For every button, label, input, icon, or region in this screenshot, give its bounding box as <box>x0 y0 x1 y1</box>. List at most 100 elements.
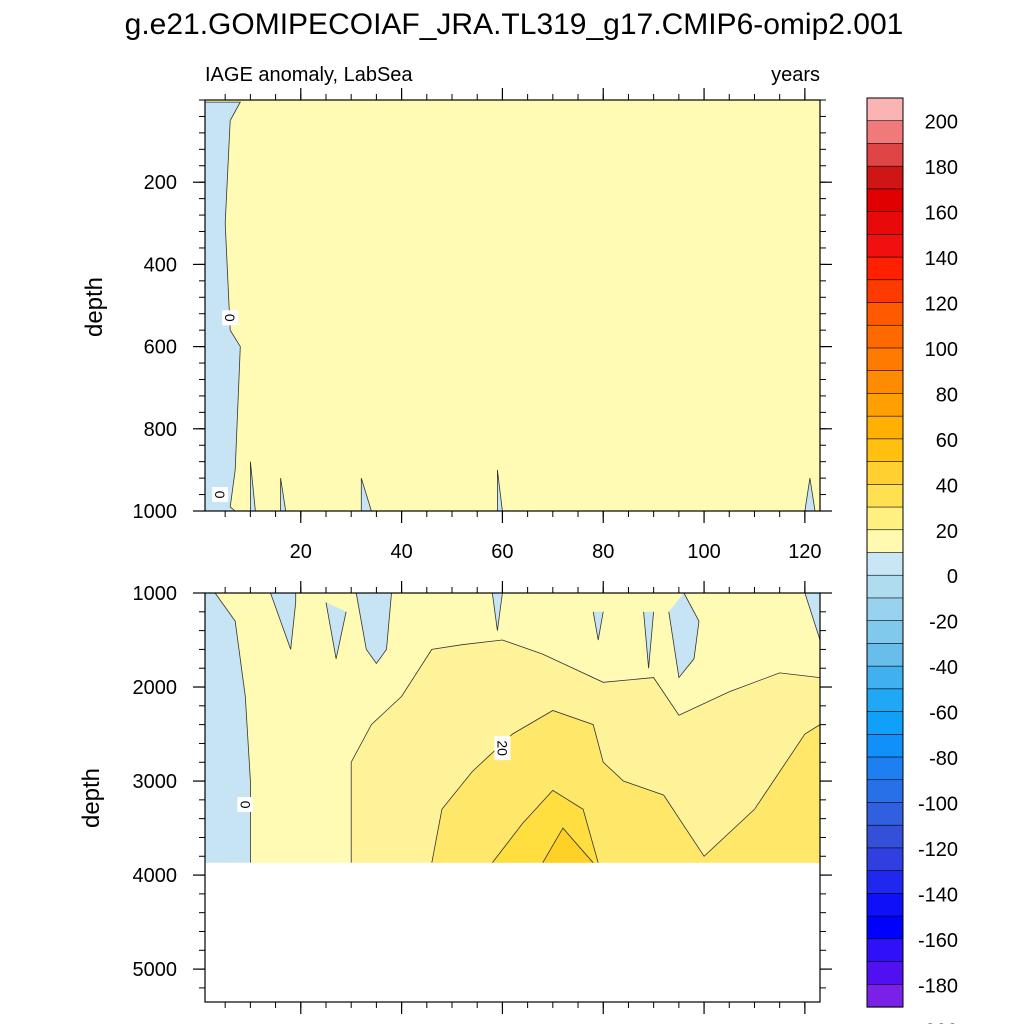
colorbar-swatch <box>866 711 904 735</box>
contour-label: 0 <box>237 797 254 813</box>
x-tick-label: 40 <box>390 541 412 563</box>
colorbar-swatch <box>866 256 904 281</box>
contour-line <box>592 611 604 641</box>
contour-line <box>668 592 700 679</box>
colorbar-label: 160 <box>925 203 958 225</box>
y-axis-label-bottom: depth <box>78 768 105 828</box>
contour-fill-0 <box>593 611 604 640</box>
chart-title: g.e21.GOMIPECOIAF_JRA.TL319_g17.CMIP6-om… <box>125 8 904 41</box>
colorbar-label: -60 <box>929 703 958 725</box>
subtitle-right: years <box>771 64 820 86</box>
field-background <box>205 100 820 511</box>
colorbar-swatch <box>866 324 904 349</box>
colorbar-swatch <box>866 188 904 213</box>
colorbar-swatch <box>866 893 904 917</box>
y-tick-label: 2000 <box>133 677 178 699</box>
colorbar-swatch <box>866 506 904 531</box>
y-tick-label: 5000 <box>133 959 178 981</box>
colorbar-swatch <box>866 120 904 145</box>
colorbar-swatch <box>866 143 904 167</box>
colorbar-swatch <box>866 847 904 872</box>
colorbar-swatch <box>866 484 904 508</box>
colorbar-label: 40 <box>936 475 958 497</box>
contour-line <box>270 592 297 650</box>
y-tick-label: 3000 <box>133 771 178 793</box>
colorbar-label: -160 <box>918 930 958 952</box>
contour-line <box>542 827 594 864</box>
colorbar-swatch <box>866 165 904 190</box>
no-data-area <box>205 862 820 1002</box>
svg-text:0: 0 <box>237 801 253 809</box>
colorbar-label: -20 <box>929 612 958 634</box>
colorbar-swatch <box>866 620 904 645</box>
colorbar-swatch <box>866 552 904 576</box>
colorbar-swatch <box>866 234 904 258</box>
x-tick-label: 100 <box>687 541 720 563</box>
y-tick-label: 1000 <box>133 583 178 605</box>
y-tick-label: 800 <box>144 419 177 441</box>
contour-line <box>491 789 599 864</box>
x-tick-label: 120 <box>788 541 821 563</box>
contour-line <box>280 478 287 512</box>
colorbar: 200180160140120100806040200-20-40-60-80-… <box>866 97 958 1024</box>
contour-line <box>325 602 347 659</box>
colorbar-swatch <box>866 961 904 985</box>
colorbar-label: -180 <box>918 975 958 997</box>
colorbar-swatch <box>866 393 904 417</box>
colorbar-swatch <box>866 983 904 1008</box>
contour-line <box>350 639 821 863</box>
colorbar-swatch <box>866 529 904 554</box>
colorbar-label: -40 <box>929 657 958 679</box>
contour-fill-0 <box>492 593 503 631</box>
colorbar-swatch <box>866 347 904 372</box>
svg-text:0: 0 <box>212 491 228 499</box>
colorbar-swatch <box>866 279 904 304</box>
y-axis-label-top: depth <box>81 277 108 337</box>
contour-line <box>804 478 816 512</box>
colorbar-label: 140 <box>925 248 958 270</box>
colorbar-swatch <box>866 665 904 690</box>
contour-fill-0 <box>668 593 699 678</box>
y-tick-label: 200 <box>144 172 177 194</box>
contour-fill-0 <box>804 478 815 511</box>
y-tick-label: 4000 <box>133 865 178 887</box>
contour-fill-0 <box>270 593 296 650</box>
colorbar-swatch <box>866 688 904 713</box>
contour-line <box>360 477 372 512</box>
colorbar-swatch <box>866 870 904 894</box>
colorbar-swatch <box>866 574 904 599</box>
colorbar-swatch <box>866 211 904 235</box>
y-tick-label: 600 <box>144 337 177 359</box>
colorbar-label: 0 <box>947 566 958 588</box>
colorbar-swatch <box>866 824 904 849</box>
contour-fill-0 <box>356 593 392 664</box>
contour-label: 0 <box>222 310 239 326</box>
contour-label: 20 <box>494 736 511 761</box>
colorbar-label: 100 <box>925 339 958 361</box>
colorbar-swatch <box>866 938 904 963</box>
colorbar-label: 80 <box>936 384 958 406</box>
colorbar-label: -100 <box>918 794 958 816</box>
colorbar-label: 60 <box>936 430 958 452</box>
contour-line <box>804 592 821 641</box>
colorbar-swatch <box>866 733 904 758</box>
contour-fill-40 <box>542 828 594 863</box>
colorbar-swatch <box>866 461 904 485</box>
colorbar-label: 120 <box>925 294 958 316</box>
colorbar-swatch <box>866 370 904 395</box>
contour-fill-0 <box>205 100 241 511</box>
colorbar-label: -200 <box>918 1021 958 1024</box>
colorbar-label: -120 <box>918 839 958 861</box>
contour-label: 0 <box>212 487 229 503</box>
x-tick-label: 20 <box>290 541 312 563</box>
colorbar-swatch <box>866 756 904 781</box>
contour-line <box>250 461 256 512</box>
colorbar-swatch <box>866 643 904 667</box>
colorbar-swatch <box>866 915 904 940</box>
colorbar-swatch <box>866 597 904 622</box>
contour-line <box>205 101 241 512</box>
svg-text:20: 20 <box>494 740 510 756</box>
colorbar-frame <box>866 97 904 1008</box>
plot-frame <box>204 99 821 512</box>
